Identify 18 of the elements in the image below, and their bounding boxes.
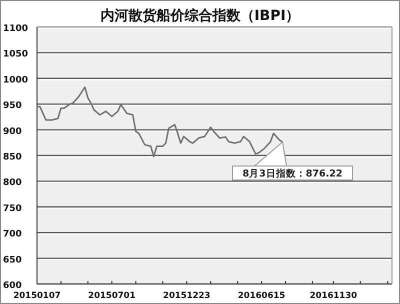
- y-tick-label: 600: [3, 281, 22, 291]
- y-tick-label: 1100: [3, 24, 28, 34]
- x-tick-label: 20161130: [310, 291, 358, 301]
- x-tick-label: 20150107: [13, 291, 61, 301]
- y-tick-label: 1000: [3, 75, 28, 86]
- annotation: 8月3日指数：876.22: [242, 168, 342, 180]
- y-tick-label: 700: [3, 230, 22, 240]
- y-tick-label: 900: [3, 126, 22, 137]
- y-tick-label: 800: [3, 178, 22, 188]
- x-tick-label: 20151223: [163, 291, 210, 301]
- y-tick-label: 950: [3, 101, 22, 112]
- y-tick-label: 1050: [3, 50, 28, 60]
- x-tick-label: 20150701: [88, 291, 136, 301]
- x-tick-label: 20160615: [238, 291, 286, 301]
- y-tick-label: 650: [3, 255, 22, 266]
- y-tick-label: 850: [3, 152, 22, 162]
- y-tick-label: 750: [3, 204, 22, 214]
- chart-title: 内河散货船价综合指数（IBPI）: [100, 7, 300, 24]
